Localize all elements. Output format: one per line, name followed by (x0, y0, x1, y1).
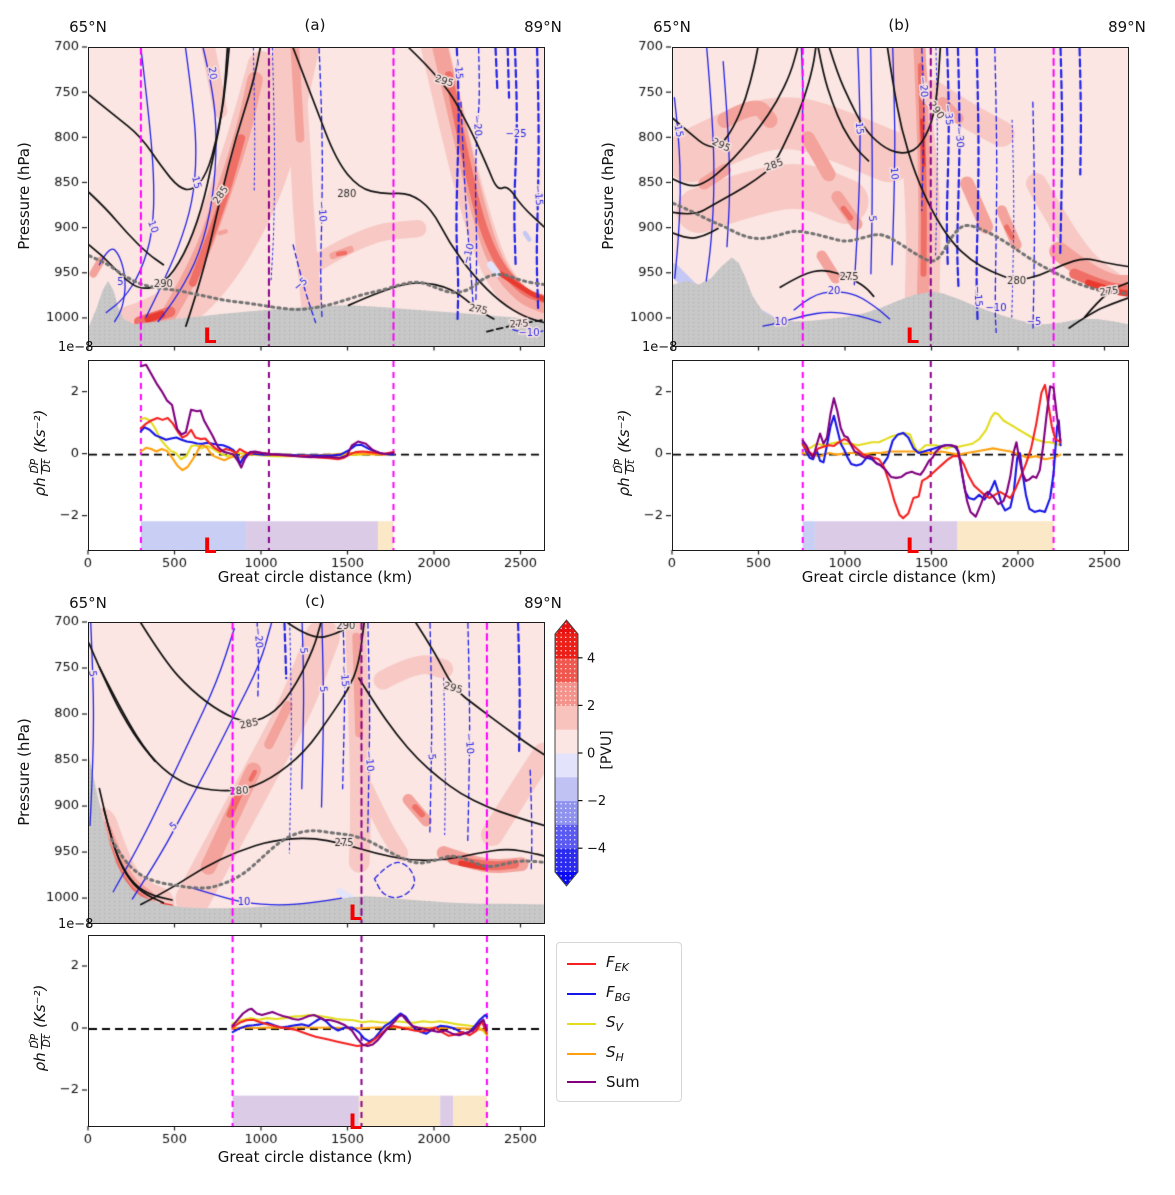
cross-section-b (672, 47, 1129, 347)
x-axis-label-b: Great circle distance (km) (801, 568, 997, 586)
frac-denominator: Dt (41, 460, 54, 473)
low-pressure-marker: L (905, 324, 920, 348)
low-pressure-marker: L (203, 534, 217, 558)
ts-ylabel-units: (Ks⁻²) (30, 409, 49, 453)
x-axis-label-a: Great circle distance (km) (217, 568, 413, 586)
offset-label-a: 1e−8 (58, 340, 94, 355)
colorbar-tick-label: −4 (587, 842, 606, 857)
lat-label-left-b: 65°N (653, 18, 691, 36)
lat-label-right-b: 89°N (1108, 18, 1146, 36)
ts-axis-label-b: ρh ︿ DP Dt (Ks⁻²) (608, 409, 638, 497)
pvu-colorbar: 4 2 0 −2 −4 (554, 619, 606, 887)
ts-ylabel-fraction: ︿ DP Dt (24, 1032, 54, 1050)
timeseries-a (88, 360, 545, 551)
legend-label: Sum (606, 1073, 640, 1091)
x-axis-label-c: Great circle distance (km) (217, 1148, 413, 1166)
panel-title-a: (a) (304, 16, 326, 34)
legend-line-swatch (567, 962, 596, 965)
legend: FEK FBG SV SH Sum (556, 942, 682, 1102)
ts-ylabel-units: (Ks⁻²) (30, 984, 49, 1028)
timeseries-c (88, 935, 545, 1127)
legend-label: SH (606, 1043, 624, 1064)
cross-section-c (88, 622, 545, 924)
low-pressure-marker: L (905, 534, 920, 558)
legend-label: FBG (606, 983, 631, 1004)
legend-entry: FBG (567, 983, 671, 1004)
legend-line-swatch (567, 1052, 596, 1055)
colorbar-tick-label: −2 (587, 794, 606, 809)
low-pressure-marker: L (203, 324, 217, 348)
lat-label-left-a: 65°N (69, 18, 107, 36)
legend-line-swatch (567, 1022, 596, 1025)
lat-label-right-c: 89°N (524, 594, 562, 612)
low-pressure-marker: L (348, 901, 362, 925)
offset-label-c: 1e−8 (58, 917, 94, 932)
cross-section-a (88, 47, 545, 347)
legend-entry: SV (567, 1013, 671, 1034)
ts-ylabel-units: (Ks⁻²) (614, 409, 633, 453)
ts-axis-label-a: ρh ︿ DP Dt (Ks⁻²) (24, 409, 54, 497)
colorbar-tick-label: 2 (587, 699, 595, 714)
legend-label: SV (606, 1013, 624, 1034)
ts-ylabel-prefix: ρh (30, 477, 49, 497)
timeseries-b (672, 360, 1129, 551)
colorbar-cell (555, 705, 578, 730)
lat-label-right-a: 89°N (524, 18, 562, 36)
legend-entry: SH (567, 1043, 671, 1064)
legend-line-swatch (567, 1081, 596, 1083)
pressure-axis-label-c: Pressure (hPa) (15, 718, 33, 826)
colorbar-tick-label: 0 (587, 747, 595, 762)
colorbar-label: [PVU] (599, 730, 615, 770)
colorbar-cell (555, 753, 578, 778)
offset-label-b: 1e−8 (642, 340, 678, 355)
panel-title-b: (b) (888, 16, 910, 34)
legend-label: FEK (606, 953, 629, 974)
panel-title-c: (c) (305, 592, 325, 610)
ts-ylabel-fraction: ︿ DP Dt (608, 457, 638, 475)
pressure-axis-label-b: Pressure (hPa) (599, 142, 617, 250)
ts-ylabel-prefix: ρh (30, 1052, 49, 1072)
lat-label-left-c: 65°N (69, 594, 107, 612)
frac-denominator: Dt (41, 1035, 54, 1048)
colorbar-cell (555, 776, 578, 802)
colorbar-tick-label: 4 (587, 651, 595, 666)
frac-denominator: Dt (625, 460, 638, 473)
pressure-axis-label-a: Pressure (hPa) (15, 142, 33, 250)
legend-entry: Sum (567, 1073, 671, 1091)
legend-entry: FEK (567, 953, 671, 974)
colorbar-cell (555, 729, 578, 754)
ts-axis-label-c: ρh ︿ DP Dt (Ks⁻²) (24, 984, 54, 1072)
legend-line-swatch (567, 992, 596, 995)
ts-ylabel-prefix: ρh (614, 477, 633, 497)
low-pressure-marker: L (348, 1110, 362, 1134)
ts-ylabel-fraction: ︿ DP Dt (24, 457, 54, 475)
